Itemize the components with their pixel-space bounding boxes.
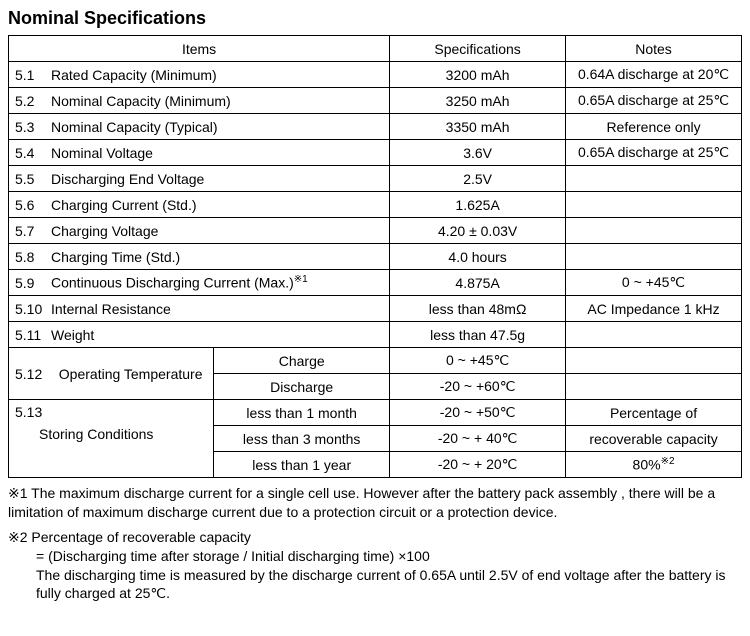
table-row: 5.4Nominal Voltage 3.6V 0.65A discharge … bbox=[9, 140, 742, 166]
footnote-2: ※2 Percentage of recoverable capacity = … bbox=[8, 528, 742, 604]
sub-label: Charge bbox=[214, 348, 390, 374]
spec-table: Items Specifications Notes 5.1Rated Capa… bbox=[8, 35, 742, 478]
note-cell bbox=[566, 348, 742, 374]
note-cell: recoverable capacity bbox=[566, 426, 742, 452]
spec-cell: less than 47.5g bbox=[390, 322, 566, 348]
table-row: 5.9Continuous Discharging Current (Max.)… bbox=[9, 270, 742, 296]
item-cell: 5.6Charging Current (Std.) bbox=[9, 192, 390, 218]
spec-cell: -20 ~ + 40℃ bbox=[390, 426, 566, 452]
spec-cell: 2.5V bbox=[390, 166, 566, 192]
sub-label: Discharge bbox=[214, 374, 390, 400]
item-cell: 5.5Discharging End Voltage bbox=[9, 166, 390, 192]
item-cell: 5.11Weight bbox=[9, 322, 390, 348]
item-cell: 5.4Nominal Voltage bbox=[9, 140, 390, 166]
item-cell: 5.9Continuous Discharging Current (Max.)… bbox=[9, 270, 390, 296]
page-title: Nominal Specifications bbox=[8, 8, 742, 29]
item-cell: 5.2Nominal Capacity (Minimum) bbox=[9, 88, 390, 114]
note-cell bbox=[566, 192, 742, 218]
table-header-row: Items Specifications Notes bbox=[9, 36, 742, 62]
table-row: 5.5Discharging End Voltage 2.5V bbox=[9, 166, 742, 192]
spec-cell: 4.20 ± 0.03V bbox=[390, 218, 566, 244]
header-spec: Specifications bbox=[390, 36, 566, 62]
note-cell bbox=[566, 374, 742, 400]
table-row: 5.8Charging Time (Std.) 4.0 hours bbox=[9, 244, 742, 270]
note-cell: 0.65A discharge at 25℃ bbox=[566, 88, 742, 114]
spec-cell: 0 ~ +45℃ bbox=[390, 348, 566, 374]
footnote-1: ※1 The maximum discharge current for a s… bbox=[8, 484, 742, 522]
spec-cell: 3.6V bbox=[390, 140, 566, 166]
spec-cell: 3350 mAh bbox=[390, 114, 566, 140]
note-cell: 0.64A discharge at 20℃ bbox=[566, 62, 742, 88]
sub-label: less than 1 month bbox=[214, 400, 390, 426]
item-cell: 5.3Nominal Capacity (Typical) bbox=[9, 114, 390, 140]
table-row: 5.6Charging Current (Std.) 1.625A bbox=[9, 192, 742, 218]
sub-label: less than 3 months bbox=[214, 426, 390, 452]
table-row: 5.2Nominal Capacity (Minimum) 3250 mAh 0… bbox=[9, 88, 742, 114]
footnotes: ※1 The maximum discharge current for a s… bbox=[8, 484, 742, 603]
spec-cell: 3200 mAh bbox=[390, 62, 566, 88]
table-row: 5.12 Operating Temperature Charge 0 ~ +4… bbox=[9, 348, 742, 374]
spec-cell: 3250 mAh bbox=[390, 88, 566, 114]
spec-cell: -20 ~ +50℃ bbox=[390, 400, 566, 426]
spec-cell: 4.875A bbox=[390, 270, 566, 296]
note-cell: 80%※2 bbox=[566, 452, 742, 478]
note-cell bbox=[566, 218, 742, 244]
spec-cell: -20 ~ +60℃ bbox=[390, 374, 566, 400]
sub-label: less than 1 year bbox=[214, 452, 390, 478]
item-cell: 5.13 Storing Conditions bbox=[9, 400, 214, 478]
note-cell bbox=[566, 244, 742, 270]
footnote-mark-icon: ※1 bbox=[294, 274, 308, 285]
footnote-mark-icon: ※2 bbox=[661, 456, 675, 467]
item-cell: 5.1Rated Capacity (Minimum) bbox=[9, 62, 390, 88]
item-cell: 5.7Charging Voltage bbox=[9, 218, 390, 244]
table-row: 5.1Rated Capacity (Minimum) 3200 mAh 0.6… bbox=[9, 62, 742, 88]
item-cell: 5.12 Operating Temperature bbox=[9, 348, 214, 400]
note-cell: Percentage of bbox=[566, 400, 742, 426]
header-items: Items bbox=[9, 36, 390, 62]
table-row: 5.3Nominal Capacity (Typical) 3350 mAh R… bbox=[9, 114, 742, 140]
table-row: 5.10Internal Resistance less than 48mΩ A… bbox=[9, 296, 742, 322]
spec-cell: less than 48mΩ bbox=[390, 296, 566, 322]
note-cell: AC Impedance 1 kHz bbox=[566, 296, 742, 322]
spec-cell: -20 ~ + 20℃ bbox=[390, 452, 566, 478]
table-row: 5.7Charging Voltage 4.20 ± 0.03V bbox=[9, 218, 742, 244]
note-cell: 0 ~ +45℃ bbox=[566, 270, 742, 296]
note-cell: 0.65A discharge at 25℃ bbox=[566, 140, 742, 166]
item-cell: 5.10Internal Resistance bbox=[9, 296, 390, 322]
table-row: 5.13 Storing Conditions less than 1 mont… bbox=[9, 400, 742, 426]
table-row: 5.11Weight less than 47.5g bbox=[9, 322, 742, 348]
note-cell: Reference only bbox=[566, 114, 742, 140]
footnote-mark-icon: ※1 bbox=[8, 485, 28, 501]
spec-cell: 1.625A bbox=[390, 192, 566, 218]
note-cell bbox=[566, 322, 742, 348]
footnote-mark-icon: ※2 bbox=[8, 529, 28, 545]
item-cell: 5.8Charging Time (Std.) bbox=[9, 244, 390, 270]
spec-cell: 4.0 hours bbox=[390, 244, 566, 270]
note-cell bbox=[566, 166, 742, 192]
header-notes: Notes bbox=[566, 36, 742, 62]
